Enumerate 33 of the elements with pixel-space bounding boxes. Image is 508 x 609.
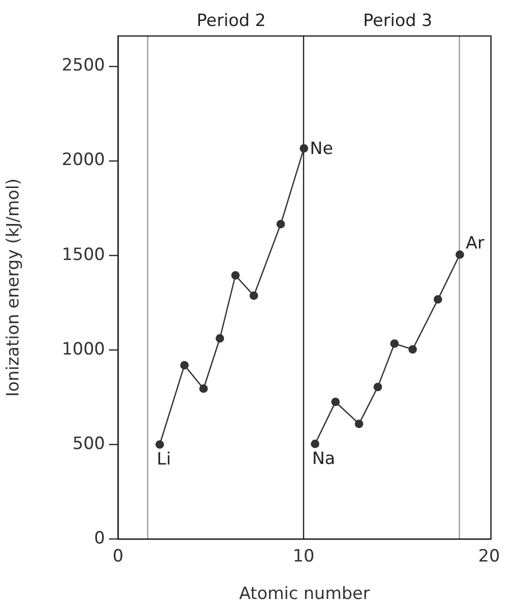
point — [276, 220, 285, 228]
point — [390, 339, 399, 348]
point — [300, 144, 308, 153]
x-tick-label: 0 — [112, 546, 124, 567]
annotation: Na — [312, 448, 336, 469]
point — [374, 382, 382, 392]
x-tick-label: 10 — [292, 546, 314, 567]
annotation: Ar — [466, 234, 484, 254]
point — [231, 271, 240, 280]
point — [331, 398, 340, 406]
annotation: Ne — [310, 139, 334, 160]
point — [156, 440, 164, 449]
point — [216, 334, 224, 343]
point — [250, 291, 258, 300]
point — [354, 420, 364, 428]
y-tick-label: 1500 — [62, 244, 105, 265]
point — [180, 360, 189, 370]
point — [199, 384, 208, 393]
y-axis-title: Ionization energy (kJ/mol) — [4, 178, 24, 397]
text: Period 3 — [363, 10, 432, 31]
y-tick-label: 500 — [72, 434, 105, 454]
x-axis-title: Atomic number — [239, 584, 370, 604]
point — [408, 345, 417, 354]
point — [310, 440, 320, 448]
point — [434, 295, 442, 304]
y-tick-label: 1000 — [62, 339, 105, 360]
annotation: Li — [156, 449, 171, 470]
y-tick-label: 2500 — [62, 56, 105, 76]
x-tick-label: 20 — [478, 546, 500, 567]
y-tick-label: 2000 — [62, 150, 105, 170]
text: Period 2 — [196, 10, 266, 31]
point — [456, 250, 464, 259]
y-tick-label: 0 — [94, 528, 105, 548]
